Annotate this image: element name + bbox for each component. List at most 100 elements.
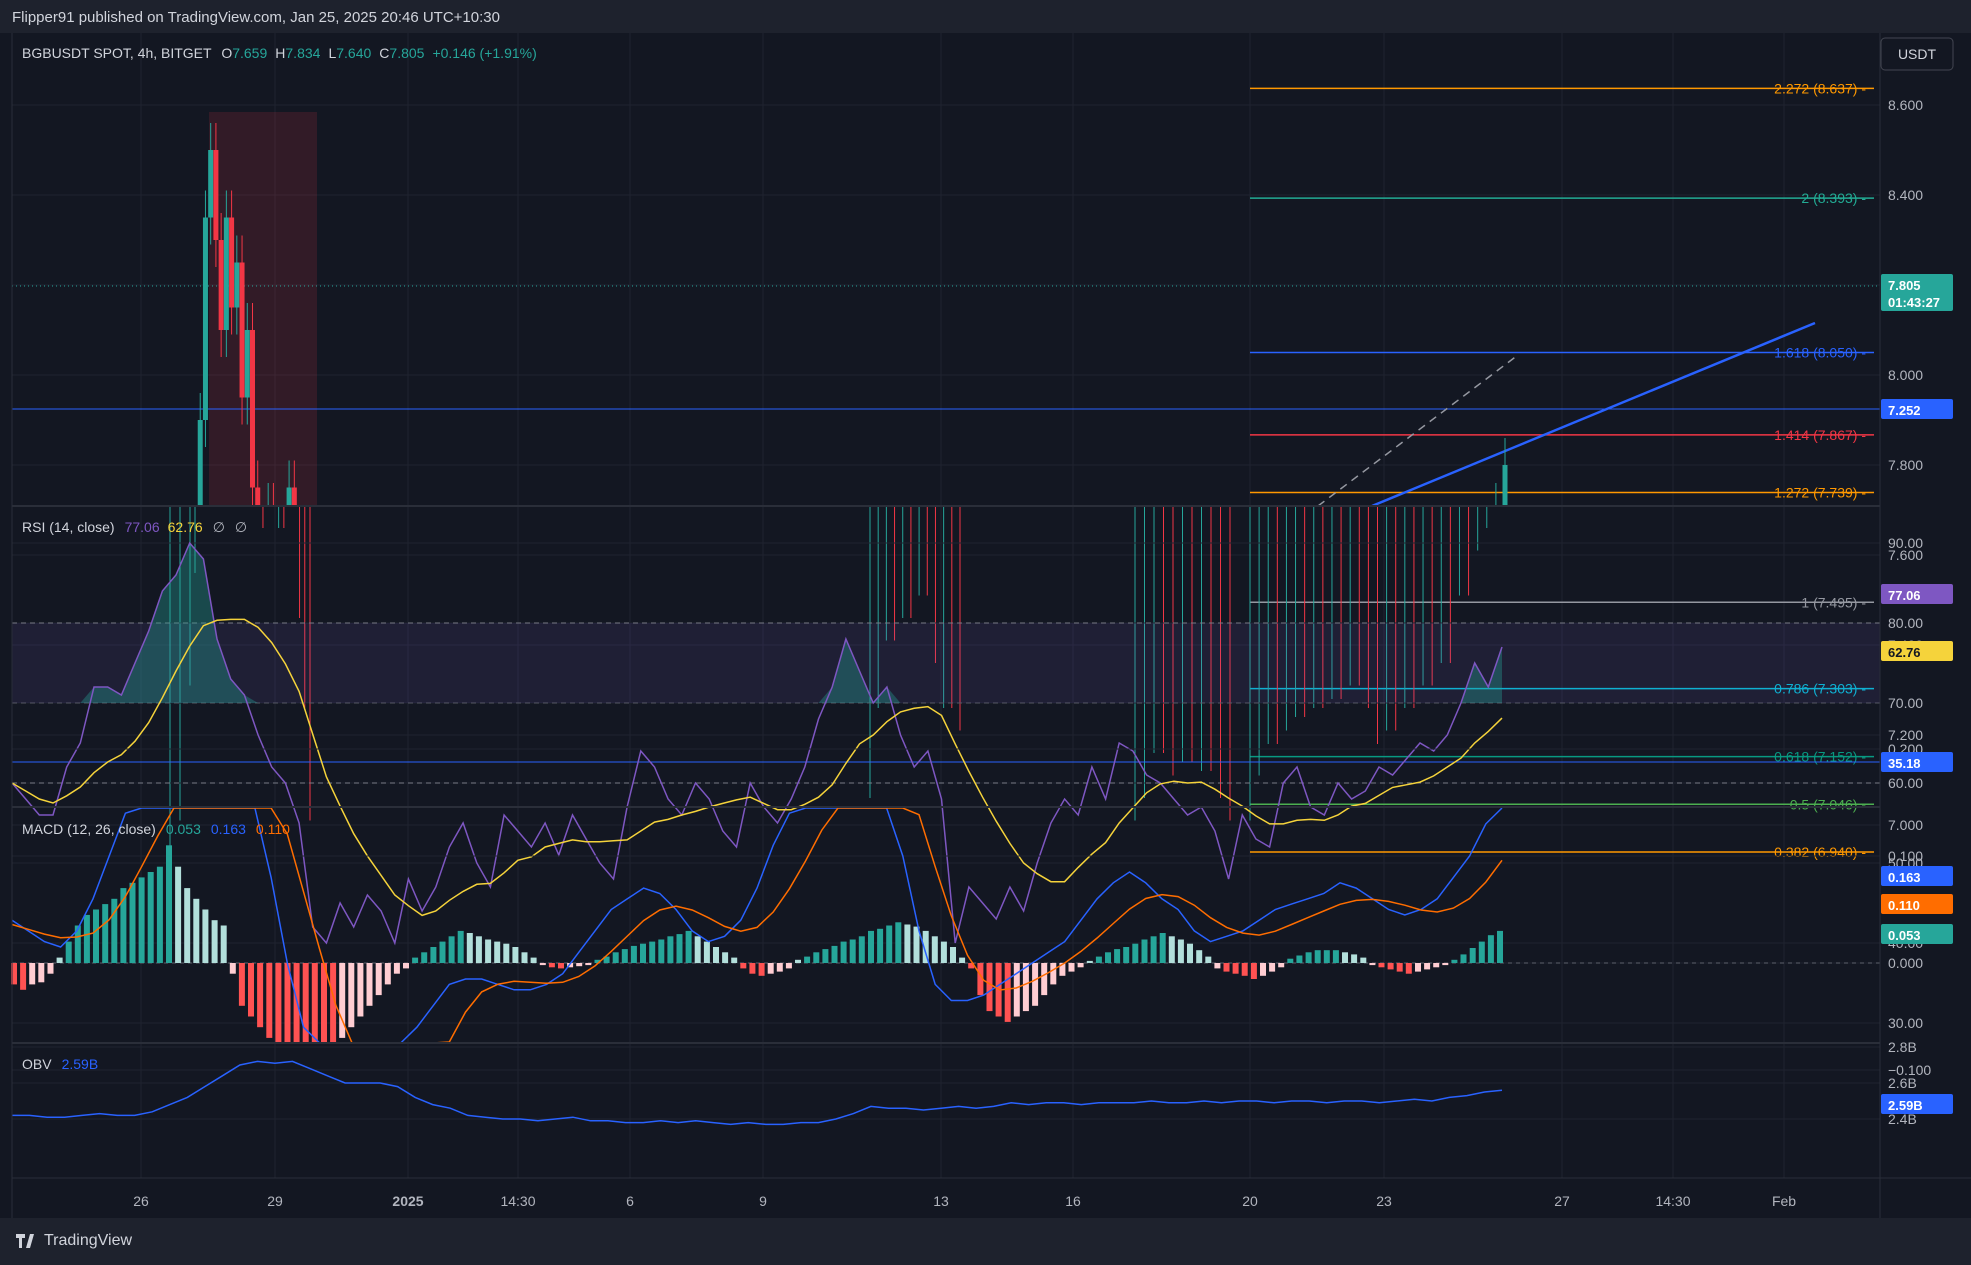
macd-bar [1196, 950, 1203, 963]
macd-bar [576, 963, 583, 967]
rsi-ma-line [11, 618, 1503, 917]
rsi-null-2: ∅ [235, 519, 247, 535]
price-tick-4: 7.800 [1888, 457, 1923, 473]
obv-pane[interactable]: OBV 2.59B [12, 1046, 1880, 1126]
macd-bar [339, 963, 346, 1038]
macd-bar [1378, 963, 1385, 968]
rsi-legend: RSI (14, close) 77.06 62.76 ∅ ∅ [22, 519, 247, 535]
macd-bar [266, 963, 273, 1038]
candle-body [234, 262, 240, 308]
chart-canvas[interactable]: 2.272 (8.637) - 2 (8.393) - 1.618 (8.050) … [0, 33, 1971, 1218]
rsi-tick-6: 30.00 [1888, 1015, 1923, 1031]
candle-body [197, 420, 203, 506]
macd-bar [1250, 963, 1257, 979]
macd-bar [1022, 963, 1029, 1012]
macd-bar [858, 936, 865, 964]
macd-bar [129, 882, 136, 964]
high-value: 7.834 [285, 45, 320, 61]
macd-bar [430, 947, 437, 963]
macd-bar [1487, 935, 1494, 963]
macd-bar [1296, 955, 1303, 963]
macd-bar [293, 963, 300, 1043]
macd-bar [585, 963, 592, 966]
trend-line[interactable] [1371, 321, 1816, 508]
rsi-null-1: ∅ [213, 519, 225, 535]
macd-bar [330, 963, 337, 1043]
last-price-badge-text-1: 01:43:27 [1888, 295, 1940, 310]
fib-label-6: 0.786 (7.303) - [1774, 681, 1866, 697]
fib-label-5: 1 (7.495) - [1801, 594, 1866, 610]
time-axis[interactable]: 26 29 2025 14:30 6 9 13 16 20 23 27 14:30 Feb [133, 1193, 1796, 1209]
macd-bar [877, 928, 884, 963]
macd-bar [257, 963, 264, 1028]
macd-bar [1405, 963, 1412, 974]
macd-bar [776, 963, 783, 972]
macd-bar [931, 936, 938, 964]
macd-bar [685, 930, 692, 963]
time-tick-3: 14:30 [500, 1193, 535, 1209]
macd-bar [38, 963, 45, 983]
macd-bar [621, 949, 628, 963]
macd-histogram [11, 845, 1503, 1043]
tradingview-logo[interactable]: TradingView [16, 1232, 132, 1250]
macd-bar [1150, 936, 1157, 964]
macd-value: 0.163 [211, 821, 246, 837]
rsi-line [11, 541, 1503, 946]
macd-bar [1323, 950, 1330, 963]
currency-label: USDT [1898, 46, 1937, 62]
macd-bar [1433, 963, 1440, 968]
signal-value-badge [1881, 894, 1953, 914]
macd-bar [1369, 963, 1376, 966]
macd-bar [567, 963, 574, 968]
macd-bar [1497, 930, 1503, 963]
macd-bar [120, 888, 127, 963]
candle-body [213, 150, 219, 240]
macd-bar [886, 925, 893, 963]
rsi-tick-2: 70.00 [1888, 695, 1923, 711]
macd-bar [1214, 963, 1221, 969]
time-tick-12: Feb [1772, 1193, 1796, 1209]
macd-bar [612, 952, 619, 963]
rsi-value: 77.06 [125, 519, 160, 535]
macd-bar [238, 963, 245, 1006]
currency-button[interactable]: USDT [1880, 37, 1954, 71]
macd-bar [667, 936, 674, 964]
candle-body [255, 487, 261, 506]
macd-bar [147, 872, 154, 963]
rsi-band [12, 623, 1880, 703]
macd-bar [1041, 963, 1048, 996]
time-tick-9: 23 [1376, 1193, 1392, 1209]
low-label: L [328, 45, 336, 61]
macd-bar [220, 925, 227, 963]
macd-bar [831, 945, 838, 963]
symbol-label: BGBUSDT SPOT, 4h, BITGET [22, 45, 212, 61]
price-tick-7: 7.200 [1888, 727, 1923, 743]
macd-bar [1168, 936, 1175, 964]
macd-bar [895, 922, 902, 963]
macd-bar [1004, 963, 1011, 1022]
macd-bar [804, 956, 811, 963]
macd-bar [1095, 956, 1102, 963]
macd-bar [485, 939, 492, 963]
pane-separators[interactable] [11, 33, 1971, 1218]
signal-value: 0.110 [256, 821, 290, 837]
macd-bar [284, 963, 291, 1043]
publish-header: Flipper91 published on TradingView.com, … [0, 0, 1971, 33]
macd-bar [822, 949, 829, 963]
price-pane[interactable]: 2.272 (8.637) - 2 (8.393) - 1.618 (8.050) … [12, 37, 1954, 888]
macd-bar [202, 909, 209, 963]
macd-bar [229, 963, 236, 974]
macd-bar [1305, 952, 1312, 963]
obv-value-badge [1881, 1094, 1953, 1114]
fib-extension[interactable]: 2.272 (8.637) - 2 (8.393) - 1.618 (8.050) … [1250, 80, 1874, 860]
open-label: O [221, 45, 232, 61]
macd-bar [1332, 950, 1339, 963]
macd-bar [1442, 963, 1449, 966]
macd-bar [1187, 943, 1193, 963]
macd-bar [494, 941, 501, 963]
macd-pane[interactable]: MACD (12, 26, close) 0.053 0.163 0.110 [11, 748, 1880, 1071]
macd-bar [649, 941, 656, 963]
macd-bar [102, 904, 109, 963]
macd-bar [193, 898, 200, 963]
macd-bar [530, 957, 537, 963]
